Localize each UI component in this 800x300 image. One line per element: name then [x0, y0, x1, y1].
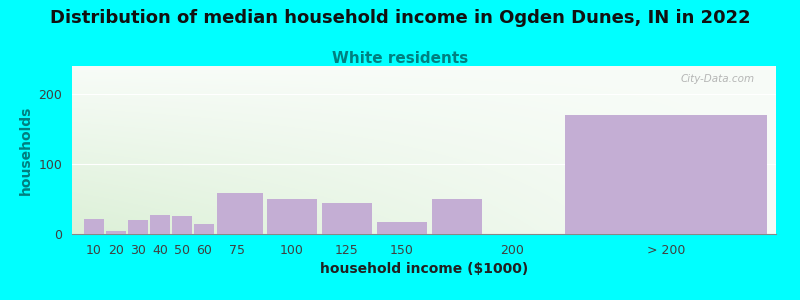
Bar — [377, 222, 427, 234]
Bar — [565, 115, 767, 234]
Bar — [106, 230, 126, 234]
Text: City-Data.com: City-Data.com — [681, 74, 755, 84]
Bar — [172, 216, 192, 234]
Bar — [432, 199, 482, 234]
X-axis label: household income ($1000): household income ($1000) — [320, 262, 528, 276]
Text: Distribution of median household income in Ogden Dunes, IN in 2022: Distribution of median household income … — [50, 9, 750, 27]
Bar — [217, 194, 262, 234]
Bar — [322, 202, 372, 234]
Bar — [128, 220, 148, 234]
Bar — [84, 219, 104, 234]
Text: White residents: White residents — [332, 51, 468, 66]
Bar — [266, 199, 318, 234]
Bar — [194, 224, 214, 234]
Bar — [150, 215, 170, 234]
Y-axis label: households: households — [19, 105, 33, 195]
